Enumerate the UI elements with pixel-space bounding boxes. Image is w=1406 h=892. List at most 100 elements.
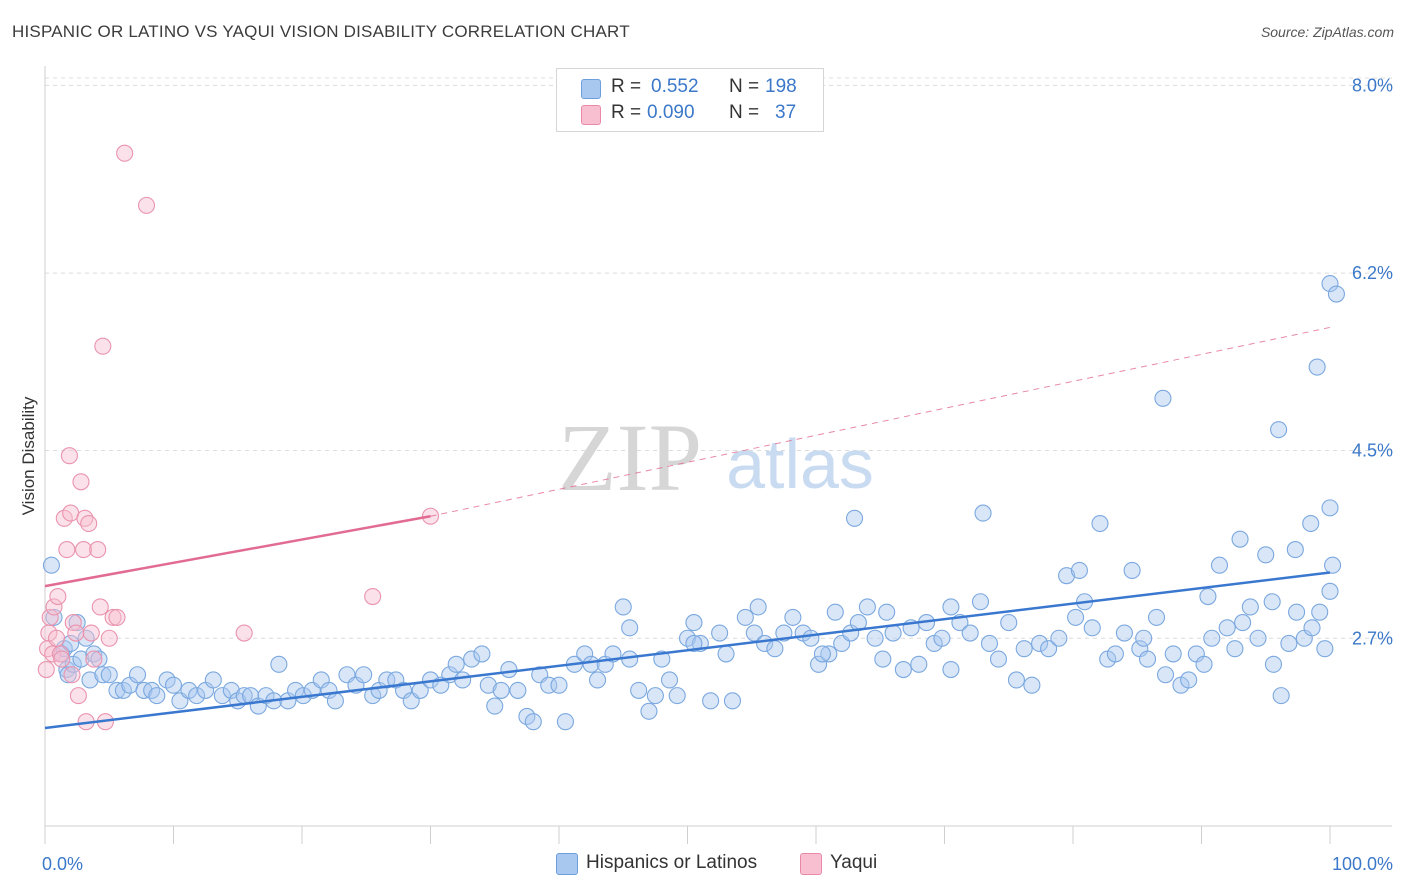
data-point — [100, 666, 118, 684]
data-point — [447, 655, 465, 673]
x-tick-label: 0.0% — [42, 854, 83, 874]
data-point — [874, 650, 892, 668]
data-point — [1106, 645, 1124, 663]
data-point — [94, 666, 112, 684]
trend-line-hispanic — [44, 571, 1331, 730]
data-point — [878, 603, 896, 621]
data-point — [685, 614, 703, 632]
data-point — [94, 337, 112, 355]
data-point — [550, 676, 568, 694]
data-point — [63, 666, 81, 684]
data-point — [685, 634, 703, 653]
data-point — [1263, 593, 1281, 611]
trend-lines — [44, 326, 1331, 730]
data-point — [766, 640, 784, 658]
y-tick-label: 6.2% — [1352, 263, 1393, 283]
data-point — [749, 598, 767, 616]
data-point — [1091, 514, 1109, 533]
data-point — [933, 629, 951, 647]
r-value: 0.090 — [647, 102, 695, 123]
data-point — [556, 713, 574, 731]
data-point — [479, 676, 497, 694]
data-point — [89, 541, 107, 559]
data-point — [1286, 541, 1304, 559]
data-point — [974, 504, 992, 522]
r-value: 0.552 — [651, 76, 699, 97]
data-point — [1199, 587, 1217, 606]
data-point — [980, 634, 999, 653]
data-point — [108, 681, 126, 699]
y-tick-label: 8.0% — [1352, 75, 1393, 95]
n-label: N = — [729, 102, 760, 123]
data-point — [53, 650, 71, 668]
data-point — [1000, 614, 1018, 632]
data-point — [91, 598, 109, 616]
data-point — [646, 687, 664, 705]
data-point — [711, 624, 729, 642]
data-point — [148, 687, 166, 705]
data-point — [1280, 634, 1298, 653]
legend-swatch-blue — [556, 853, 578, 875]
legend-label: Yaqui — [830, 852, 878, 873]
n-value: 37 — [775, 102, 797, 123]
data-point — [1031, 634, 1049, 653]
data-point — [1135, 629, 1153, 647]
data-point — [621, 619, 639, 637]
y-tick-label: 4.5% — [1352, 441, 1393, 461]
data-point — [1321, 499, 1339, 517]
data-point — [116, 144, 134, 162]
data-point — [1257, 546, 1275, 564]
data-point — [1218, 619, 1236, 637]
series-yaqui-points — [37, 144, 440, 731]
data-point — [1321, 582, 1339, 600]
axes — [44, 66, 1392, 844]
data-point — [270, 655, 288, 673]
legend-label: Hispanics or Latinos — [586, 852, 758, 873]
data-point — [60, 447, 78, 465]
data-point — [355, 666, 373, 684]
data-point — [473, 645, 491, 663]
data-point — [1067, 608, 1085, 626]
data-point — [454, 671, 472, 689]
data-point — [826, 603, 844, 621]
watermark-atlas: atlas — [726, 425, 874, 503]
x-tick-labels: 0.0% 100.0% — [42, 854, 1393, 874]
data-point — [37, 660, 55, 679]
data-point — [235, 624, 253, 642]
data-point — [188, 687, 206, 705]
data-point — [717, 645, 735, 663]
data-point — [128, 666, 147, 684]
data-point — [702, 692, 720, 710]
legend-swatch-pink — [581, 105, 601, 125]
correlation-legend: R = 0.552 N = 198 R = 0.090 N = 37 — [556, 68, 824, 132]
data-point — [1264, 655, 1283, 673]
data-point — [42, 556, 60, 574]
data-point — [1007, 671, 1026, 689]
trend-line-yaqui — [44, 514, 431, 588]
data-point — [69, 687, 87, 705]
data-point — [884, 624, 902, 642]
data-point — [723, 692, 742, 710]
data-point — [81, 671, 99, 689]
data-point — [72, 473, 90, 491]
gridlines — [45, 77, 1392, 639]
data-point — [858, 598, 876, 616]
data-point — [75, 541, 93, 559]
data-point — [942, 598, 960, 616]
data-point — [1147, 608, 1166, 626]
data-point — [845, 509, 864, 527]
data-point — [614, 598, 632, 616]
data-point — [80, 514, 98, 533]
data-point — [77, 629, 95, 647]
data-point — [588, 671, 607, 689]
data-point — [1195, 655, 1213, 673]
data-point — [1327, 285, 1345, 303]
series-hispanic-points — [42, 275, 1345, 731]
data-point — [802, 629, 820, 647]
data-point — [640, 702, 658, 720]
data-point — [1083, 619, 1101, 637]
data-point — [1241, 598, 1259, 616]
y-tick-label: 2.7% — [1352, 628, 1393, 648]
data-point — [364, 587, 382, 606]
data-point — [630, 681, 648, 699]
